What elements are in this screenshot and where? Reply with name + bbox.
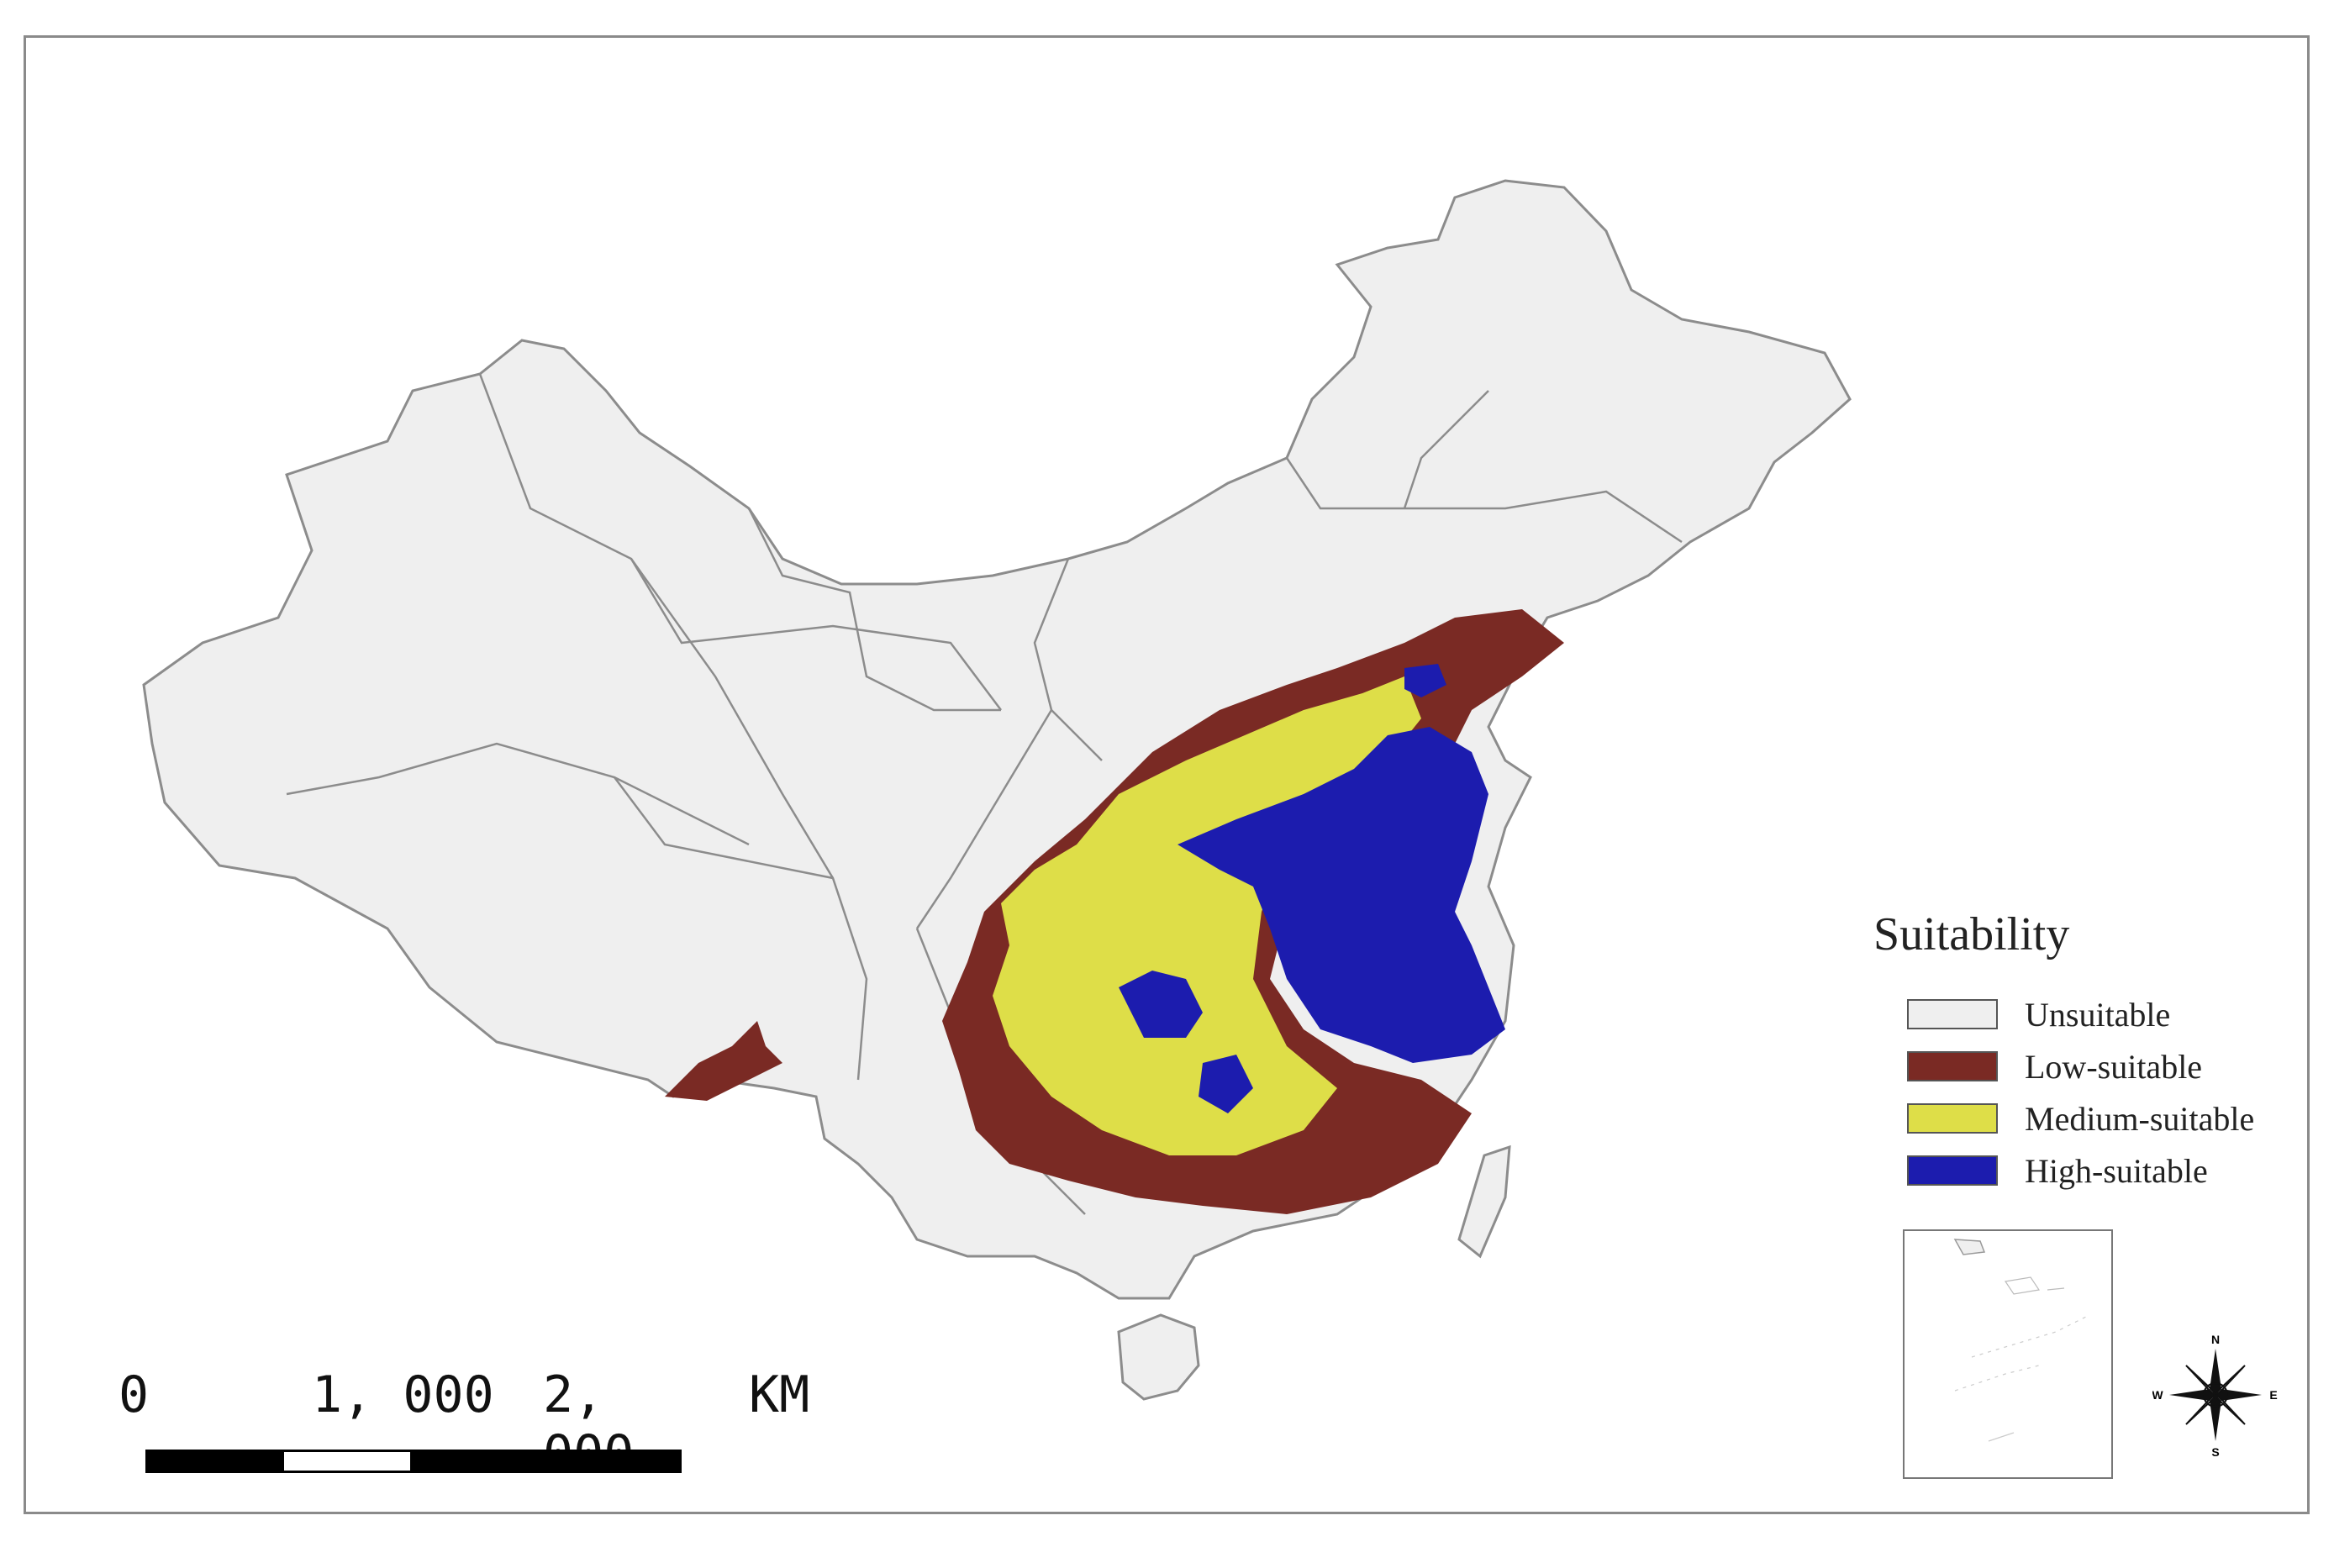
taiwan-island [1457,1144,1511,1259]
legend-item-high: High-suitable [1867,1144,2254,1197]
compass-e: E [2269,1388,2277,1402]
legend-label-high: High-suitable [2025,1151,2208,1190]
high-suitable-patch [1119,971,1203,1038]
legend-swatch-low [1907,1051,1998,1081]
legend-item-low: Low-suitable [1867,1040,2254,1092]
compass-rose-icon: N S E W [2152,1333,2278,1458]
legend-label-unsuitable: Unsuitable [2025,995,2171,1034]
legend-label-medium: Medium-suitable [2025,1099,2255,1138]
china-map [142,179,1852,1401]
scale-label-0: 0 [119,1365,150,1424]
high-suitable-zone [1178,727,1505,1063]
scale-segment-2 [282,1450,413,1473]
compass-w: W [2152,1388,2163,1402]
south-china-sea-inset [1903,1229,2113,1479]
legend-item-unsuitable: Unsuitable [1867,988,2254,1040]
scale-label-1000: 1, 000 [312,1365,494,1424]
bohai-high-patch [1404,664,1446,697]
high-suitable-patch-2 [1199,1055,1253,1113]
province-boundaries [286,373,1683,1215]
legend-swatch-unsuitable [1907,999,1998,1029]
legend-swatch-medium [1907,1103,1998,1134]
legend-title: Suitability [1873,908,2070,960]
scale-unit: KM [749,1365,810,1424]
inset-map [1953,1239,2090,1442]
legend: Suitability Unsuitable Low-suitable Medi… [1867,908,2254,1197]
legend-label-low: Low-suitable [2025,1047,2203,1086]
hainan-island [1117,1313,1200,1401]
map-frame: 0 1, 000 2, 000 KM Suitability Unsuitabl… [24,35,2310,1514]
scale-segment-3 [413,1450,682,1473]
scale-bar: 0 1, 000 2, 000 KM [119,1365,809,1483]
legend-swatch-high [1907,1155,1998,1186]
compass-s: S [2211,1445,2219,1458]
legend-item-medium: Medium-suitable [1867,1092,2254,1144]
low-suitable-tibet-strip [665,1021,782,1101]
compass-n: N [2211,1333,2220,1346]
suitability-zones [665,609,1564,1214]
scale-segment-1 [145,1450,282,1473]
